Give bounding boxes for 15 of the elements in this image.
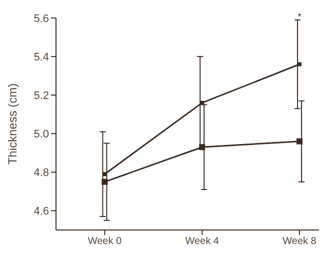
annotation: *	[298, 12, 302, 23]
y-tick-label: 4.6	[34, 206, 49, 218]
y-tick-label: 5.0	[34, 128, 49, 141]
point	[102, 178, 108, 185]
point	[199, 144, 206, 150]
y-tick-label: 5.2	[34, 90, 49, 102]
y-tick-label: 5.6	[34, 12, 49, 25]
y-tick-label: 5.4	[34, 51, 49, 64]
point	[296, 138, 303, 144]
y-tick-label: 4.8	[34, 167, 49, 180]
x-tick-label: Week 0	[88, 236, 122, 248]
x-tick-label: Week 8	[282, 236, 317, 248]
y-axis-title: Thickness (cm)	[5, 83, 20, 165]
point	[298, 62, 302, 66]
x-tick-label: Week 4	[185, 236, 220, 248]
